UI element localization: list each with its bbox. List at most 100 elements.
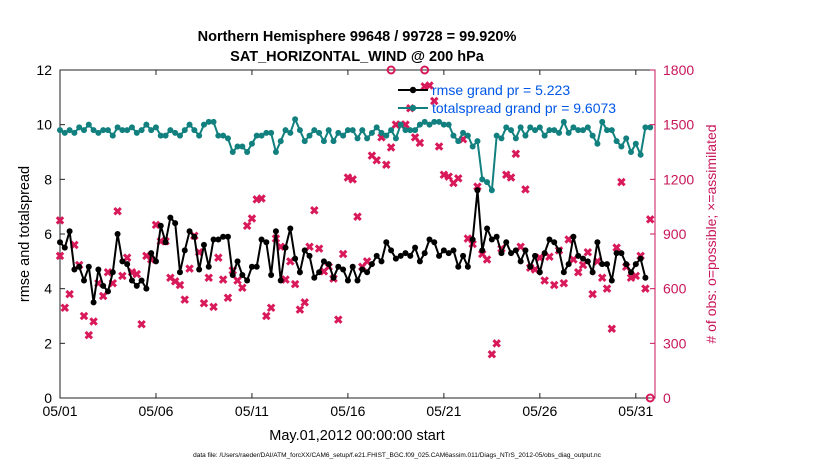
totalspread-point <box>344 127 351 134</box>
totalspread-point <box>162 132 169 139</box>
obs-assimilated-marker <box>118 271 127 281</box>
obs-assimilated-marker <box>175 280 185 290</box>
rmse-point <box>277 277 284 284</box>
y-tick-label-right: 1800 <box>663 62 694 78</box>
obs-assimilated-marker-stroke-b <box>137 319 146 329</box>
rmse-point <box>368 261 375 268</box>
totalspread-point <box>373 124 380 131</box>
obs-assimilated-marker-stroke-b <box>382 160 391 170</box>
totalspread-point <box>565 129 572 136</box>
obs-assimilated-marker <box>439 170 449 180</box>
totalspread-point <box>272 149 279 155</box>
obs-assimilated-marker-stroke-b <box>578 260 588 270</box>
obs-assimilated-marker <box>314 244 324 253</box>
obs-assimilated-marker <box>266 303 276 313</box>
totalspread-point <box>138 127 145 134</box>
rmse-point <box>162 239 169 246</box>
rmse-point <box>306 252 313 259</box>
totalspread-point <box>479 176 486 183</box>
totalspread-point <box>407 127 414 134</box>
obs-assimilated-marker-stroke-b <box>588 289 597 299</box>
totalspread-point <box>234 143 241 150</box>
rmse-point <box>325 261 332 268</box>
obs-assimilated-marker-stroke-b <box>113 206 122 216</box>
totalspread-point <box>157 132 164 139</box>
rmse-point <box>301 247 308 254</box>
totalspread-point <box>508 127 515 134</box>
obs-assimilated-marker-stroke-b <box>482 255 492 264</box>
totalspread-point <box>85 121 92 128</box>
rmse-point <box>469 236 476 243</box>
totalspread-point <box>205 118 212 125</box>
totalspread-point <box>450 132 457 139</box>
obs-assimilated-marker-stroke-b <box>583 247 593 257</box>
rmse-point <box>556 247 563 254</box>
obs-assimilated-marker <box>382 160 391 170</box>
obs-assimilated-marker <box>310 206 319 215</box>
obs-assimilated-marker-stroke-b <box>84 330 94 340</box>
rmse-point <box>536 269 543 276</box>
y-tick-label-left: 8 <box>44 171 52 187</box>
totalspread-point <box>383 132 390 139</box>
x-tick-label: 05/01 <box>42 403 77 419</box>
rmse-point <box>114 231 121 237</box>
rmse-point <box>138 277 145 284</box>
totalspread-point <box>200 121 207 128</box>
totalspread-point <box>349 127 356 134</box>
obs-assimilated-marker <box>103 268 113 277</box>
rmse-point <box>253 263 260 270</box>
obs-assimilated-marker <box>482 255 492 264</box>
obs-assimilated-marker <box>434 142 444 151</box>
obs-assimilated-marker-stroke-b <box>103 268 113 277</box>
rmse-point <box>128 277 135 284</box>
obs-assimilated-marker-stroke-b <box>602 284 612 293</box>
totalspread-point <box>613 138 620 145</box>
obs-assimilated-marker <box>645 215 655 224</box>
obs-assimilated-marker <box>511 149 521 159</box>
rmse-point <box>296 269 303 276</box>
totalspread-point <box>541 132 548 139</box>
rmse-point <box>292 255 299 262</box>
totalspread-point <box>416 121 423 128</box>
rmse-point <box>100 282 107 289</box>
rmse-point <box>460 252 467 259</box>
totalspread-point <box>215 132 222 139</box>
totalspread-point <box>320 138 327 145</box>
rmse-point <box>152 258 159 265</box>
rmse-point <box>488 236 495 243</box>
x-tick-label: 05/16 <box>330 403 365 419</box>
totalspread-point <box>292 116 299 123</box>
totalspread-point <box>152 124 159 131</box>
chart-title: Northern Hemisphere 99648 / 99728 = 99.9… <box>198 29 517 45</box>
obs-assimilated-marker <box>631 271 641 281</box>
obs-assimilated-marker <box>238 283 247 293</box>
obs-assimilated-marker <box>113 206 122 216</box>
totalspread-point <box>440 121 447 128</box>
totalspread-point <box>412 127 419 134</box>
rmse-point <box>215 236 222 243</box>
legend-rmse-label: rmse grand pr = 5.223 <box>432 82 570 98</box>
legend-spread-marker <box>409 104 417 112</box>
obs-assimilated-marker-stroke-b <box>641 284 650 293</box>
obs-assimilated-marker <box>641 284 650 293</box>
totalspread-point <box>71 129 78 136</box>
obs-assimilated-marker-stroke-b <box>593 257 602 266</box>
totalspread-point <box>460 129 467 136</box>
x-axis-label: May.01,2012 00:00:00 start <box>269 428 444 444</box>
totalspread-point <box>114 124 121 131</box>
obs-assimilated-marker-stroke-b <box>573 268 583 277</box>
rmse-point <box>431 239 438 246</box>
obs-assimilated-marker <box>137 319 146 329</box>
obs-assimilated-marker <box>506 173 516 182</box>
obs-assimilated-marker <box>89 317 98 326</box>
x-tick-label: 05/06 <box>138 403 173 419</box>
obs-assimilated-marker <box>430 96 439 106</box>
y-axis-label-left: rmse and totalspread <box>17 166 33 302</box>
totalspread-point <box>306 132 313 139</box>
obs-assimilated-marker-stroke-b <box>367 151 377 160</box>
y-tick-label-right: 1500 <box>663 117 694 133</box>
obs-assimilated-marker-stroke-b <box>516 242 525 252</box>
rmse-point <box>176 269 183 276</box>
rmse-point <box>330 274 337 281</box>
rmse-point <box>570 233 577 240</box>
